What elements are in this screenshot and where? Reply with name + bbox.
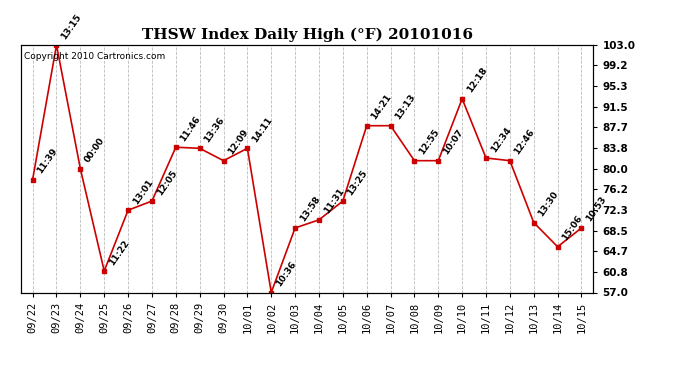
Text: 13:13: 13:13: [393, 93, 417, 122]
Text: 13:30: 13:30: [537, 190, 560, 218]
Text: 11:39: 11:39: [35, 147, 59, 175]
Text: 10:07: 10:07: [441, 128, 465, 156]
Text: 12:34: 12:34: [489, 125, 513, 154]
Text: 12:09: 12:09: [226, 128, 250, 156]
Text: 12:55: 12:55: [417, 128, 441, 156]
Text: 13:01: 13:01: [131, 177, 155, 206]
Text: 14:21: 14:21: [370, 93, 393, 122]
Text: 10:36: 10:36: [274, 260, 298, 288]
Text: 13:36: 13:36: [203, 116, 226, 144]
Text: 13:25: 13:25: [346, 168, 370, 197]
Text: 13:58: 13:58: [298, 195, 322, 223]
Text: 00:00: 00:00: [83, 136, 107, 165]
Text: 11:22: 11:22: [107, 238, 131, 267]
Text: Copyright 2010 Cartronics.com: Copyright 2010 Cartronics.com: [23, 53, 165, 62]
Text: 10:53: 10:53: [584, 195, 608, 223]
Text: 15:06: 15:06: [560, 214, 584, 243]
Text: 12:05: 12:05: [155, 168, 179, 197]
Text: 12:46: 12:46: [513, 128, 537, 156]
Text: 11:46: 11:46: [179, 114, 203, 143]
Text: 12:18: 12:18: [465, 66, 489, 94]
Title: THSW Index Daily High (°F) 20101016: THSW Index Daily High (°F) 20101016: [141, 28, 473, 42]
Text: 13:15: 13:15: [59, 12, 83, 41]
Text: 11:31: 11:31: [322, 187, 346, 216]
Text: 14:11: 14:11: [250, 115, 274, 144]
